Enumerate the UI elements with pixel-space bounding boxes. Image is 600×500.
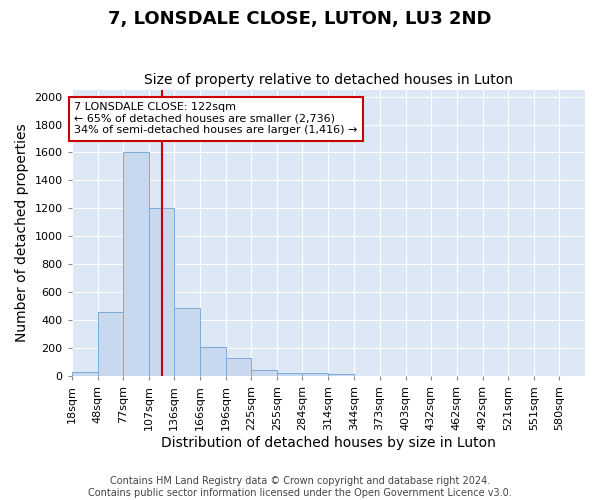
Text: 7, LONSDALE CLOSE, LUTON, LU3 2ND: 7, LONSDALE CLOSE, LUTON, LU3 2ND — [108, 10, 492, 28]
Bar — [226, 358, 251, 376]
Bar — [328, 374, 355, 376]
Bar — [98, 312, 123, 376]
Bar — [277, 374, 302, 376]
Title: Size of property relative to detached houses in Luton: Size of property relative to detached ho… — [144, 73, 513, 87]
Bar — [72, 372, 98, 376]
Bar — [174, 308, 200, 376]
X-axis label: Distribution of detached houses by size in Luton: Distribution of detached houses by size … — [161, 436, 496, 450]
Bar — [302, 374, 328, 376]
Text: Contains HM Land Registry data © Crown copyright and database right 2024.
Contai: Contains HM Land Registry data © Crown c… — [88, 476, 512, 498]
Text: 7 LONSDALE CLOSE: 122sqm
← 65% of detached houses are smaller (2,736)
34% of sem: 7 LONSDALE CLOSE: 122sqm ← 65% of detach… — [74, 102, 358, 136]
Bar — [251, 370, 277, 376]
Bar — [149, 208, 174, 376]
Y-axis label: Number of detached properties: Number of detached properties — [15, 124, 29, 342]
Bar — [123, 152, 149, 376]
Bar — [200, 347, 226, 376]
